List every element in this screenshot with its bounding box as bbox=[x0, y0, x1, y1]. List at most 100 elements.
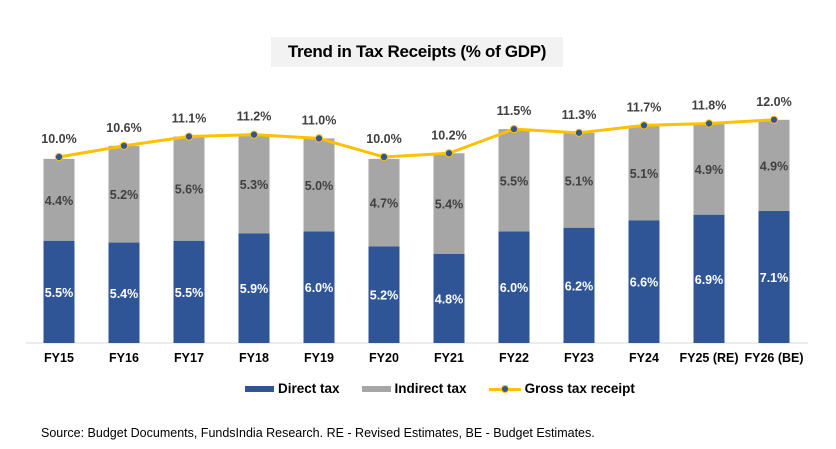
data-label-gross-tax-receipt: 11.0% bbox=[302, 113, 337, 127]
chart-title: Trend in Tax Receipts (% of GDP) bbox=[271, 37, 563, 67]
legend-swatch-indirect-tax bbox=[361, 385, 391, 392]
data-label-gross-tax-receipt: 10.2% bbox=[431, 128, 466, 142]
data-label-indirect-tax: 5.1% bbox=[630, 167, 659, 181]
data-label-direct-tax: 6.6% bbox=[630, 276, 659, 290]
data-label-direct-tax: 6.0% bbox=[305, 281, 334, 295]
bar-direct-tax bbox=[498, 231, 530, 343]
x-tick-label: FY15 bbox=[44, 351, 74, 365]
gross-tax-receipt-marker bbox=[54, 152, 64, 162]
data-label-indirect-tax: 5.0% bbox=[305, 179, 334, 193]
gross-tax-receipt-marker bbox=[639, 121, 649, 130]
bar-indirect-tax bbox=[303, 138, 335, 232]
bar-indirect-tax bbox=[758, 119, 790, 211]
bar-indirect-tax bbox=[498, 129, 530, 232]
bar-indirect-tax bbox=[693, 123, 725, 215]
bar-direct-tax bbox=[563, 227, 595, 343]
bar-indirect-tax bbox=[628, 125, 660, 221]
legend-item-indirect-tax: Indirect tax bbox=[361, 381, 467, 396]
data-label-direct-tax: 6.9% bbox=[695, 273, 724, 287]
data-label-direct-tax: 5.5% bbox=[175, 286, 204, 300]
source-note: Source: Budget Documents, FundsIndia Res… bbox=[41, 426, 595, 440]
legend: Direct tax Indirect tax Gross tax receip… bbox=[245, 381, 657, 396]
data-label-direct-tax: 7.1% bbox=[760, 271, 789, 285]
x-tick-label: FY21 bbox=[434, 351, 464, 365]
data-label-gross-tax-receipt: 11.5% bbox=[497, 104, 532, 118]
legend-item-direct-tax: Direct tax bbox=[245, 381, 340, 396]
data-label-indirect-tax: 5.6% bbox=[175, 183, 204, 197]
x-tick-label: FY16 bbox=[109, 351, 139, 365]
bars-layer bbox=[43, 119, 790, 343]
data-label-gross-tax-receipt: 11.1% bbox=[172, 112, 207, 126]
x-tick-label: FY23 bbox=[564, 351, 594, 365]
bar-direct-tax bbox=[43, 240, 75, 343]
x-tick-label: FY26 (BE) bbox=[744, 351, 803, 365]
x-tick-label: FY22 bbox=[499, 351, 529, 365]
data-label-direct-tax: 5.9% bbox=[240, 282, 269, 296]
bar-direct-tax bbox=[368, 246, 400, 343]
bar-direct-tax bbox=[758, 210, 790, 343]
gross-tax-receipt-marker bbox=[249, 130, 259, 139]
data-label-indirect-tax: 4.9% bbox=[695, 163, 724, 177]
gross-tax-receipt-marker bbox=[704, 119, 714, 128]
data-label-gross-tax-receipt: 11.8% bbox=[692, 99, 727, 113]
legend-label-direct-tax: Direct tax bbox=[278, 381, 340, 396]
bar-indirect-tax bbox=[108, 145, 140, 243]
legend-label-gross-tax-receipt: Gross tax receipt bbox=[524, 381, 635, 396]
bar-direct-tax bbox=[108, 242, 140, 343]
labels-layer: 5.5% 4.4% 10.0% 5.4% 5.2% 10.6% 5.5% 5.6% 11.1% 5… bbox=[41, 95, 791, 307]
x-tick-label: FY25 (RE) bbox=[679, 351, 738, 365]
gross-tax-receipt-marker bbox=[444, 149, 454, 158]
bar-indirect-tax bbox=[238, 134, 270, 234]
data-label-indirect-tax: 4.9% bbox=[760, 159, 789, 173]
data-label-gross-tax-receipt: 10.6% bbox=[106, 121, 141, 135]
x-tick-label: FY20 bbox=[369, 351, 399, 365]
bar-indirect-tax bbox=[433, 153, 465, 254]
data-label-indirect-tax: 4.7% bbox=[370, 197, 399, 211]
bar-direct-tax bbox=[303, 231, 335, 343]
data-label-direct-tax: 4.8% bbox=[435, 292, 464, 306]
data-label-direct-tax: 6.2% bbox=[565, 279, 594, 293]
x-tick-labels: FY15 FY16 FY17 FY18 FY19 FY20 FY21 FY22 FY23 FY24… bbox=[44, 351, 803, 365]
data-label-direct-tax: 5.4% bbox=[110, 287, 139, 301]
bar-indirect-tax bbox=[563, 132, 595, 228]
legend-swatch-gross-tax-receipt bbox=[488, 383, 521, 395]
gross-tax-receipt-marker bbox=[509, 125, 519, 134]
data-label-direct-tax: 6.0% bbox=[500, 281, 529, 295]
x-tick-label: FY18 bbox=[239, 351, 269, 365]
chart-title-text: Trend in Tax Receipts (% of GDP) bbox=[287, 42, 547, 61]
data-label-gross-tax-receipt: 11.2% bbox=[237, 110, 272, 124]
data-label-direct-tax: 5.5% bbox=[45, 286, 74, 300]
legend-item-gross-tax-receipt: Gross tax receipt bbox=[488, 381, 635, 396]
data-label-indirect-tax: 5.3% bbox=[240, 178, 269, 192]
data-label-gross-tax-receipt: 10.0% bbox=[366, 132, 401, 146]
legend-label-indirect-tax: Indirect tax bbox=[394, 381, 467, 396]
data-label-indirect-tax: 5.4% bbox=[435, 198, 464, 212]
line-layer bbox=[54, 115, 779, 162]
gross-tax-receipt-marker bbox=[119, 141, 129, 150]
data-label-direct-tax: 5.2% bbox=[370, 289, 399, 303]
legend-swatch-direct-tax bbox=[245, 385, 274, 392]
data-label-gross-tax-receipt: 10.0% bbox=[41, 132, 76, 146]
data-label-gross-tax-receipt: 11.3% bbox=[562, 108, 597, 122]
bar-indirect-tax bbox=[43, 158, 75, 241]
bar-direct-tax bbox=[628, 220, 660, 343]
gross-tax-receipt-marker bbox=[769, 115, 779, 124]
data-label-indirect-tax: 5.5% bbox=[500, 174, 529, 188]
bar-direct-tax bbox=[238, 233, 270, 343]
gross-tax-receipt-line bbox=[58, 118, 775, 159]
gross-tax-receipt-marker bbox=[314, 134, 324, 143]
data-label-indirect-tax: 5.1% bbox=[565, 174, 594, 188]
x-tick-label: FY17 bbox=[174, 351, 204, 365]
data-label-indirect-tax: 5.2% bbox=[110, 188, 139, 202]
gross-tax-receipt-marker bbox=[379, 152, 389, 162]
bar-direct-tax bbox=[693, 214, 725, 343]
x-tick-label: FY24 bbox=[629, 351, 659, 365]
data-label-gross-tax-receipt: 11.7% bbox=[627, 100, 662, 114]
gross-tax-receipt-marker bbox=[184, 132, 194, 141]
gross-tax-receipt-marker bbox=[574, 128, 584, 137]
bar-indirect-tax bbox=[173, 136, 205, 241]
bar-direct-tax bbox=[433, 253, 465, 343]
bar-direct-tax bbox=[173, 240, 205, 343]
bar-indirect-tax bbox=[368, 158, 400, 247]
